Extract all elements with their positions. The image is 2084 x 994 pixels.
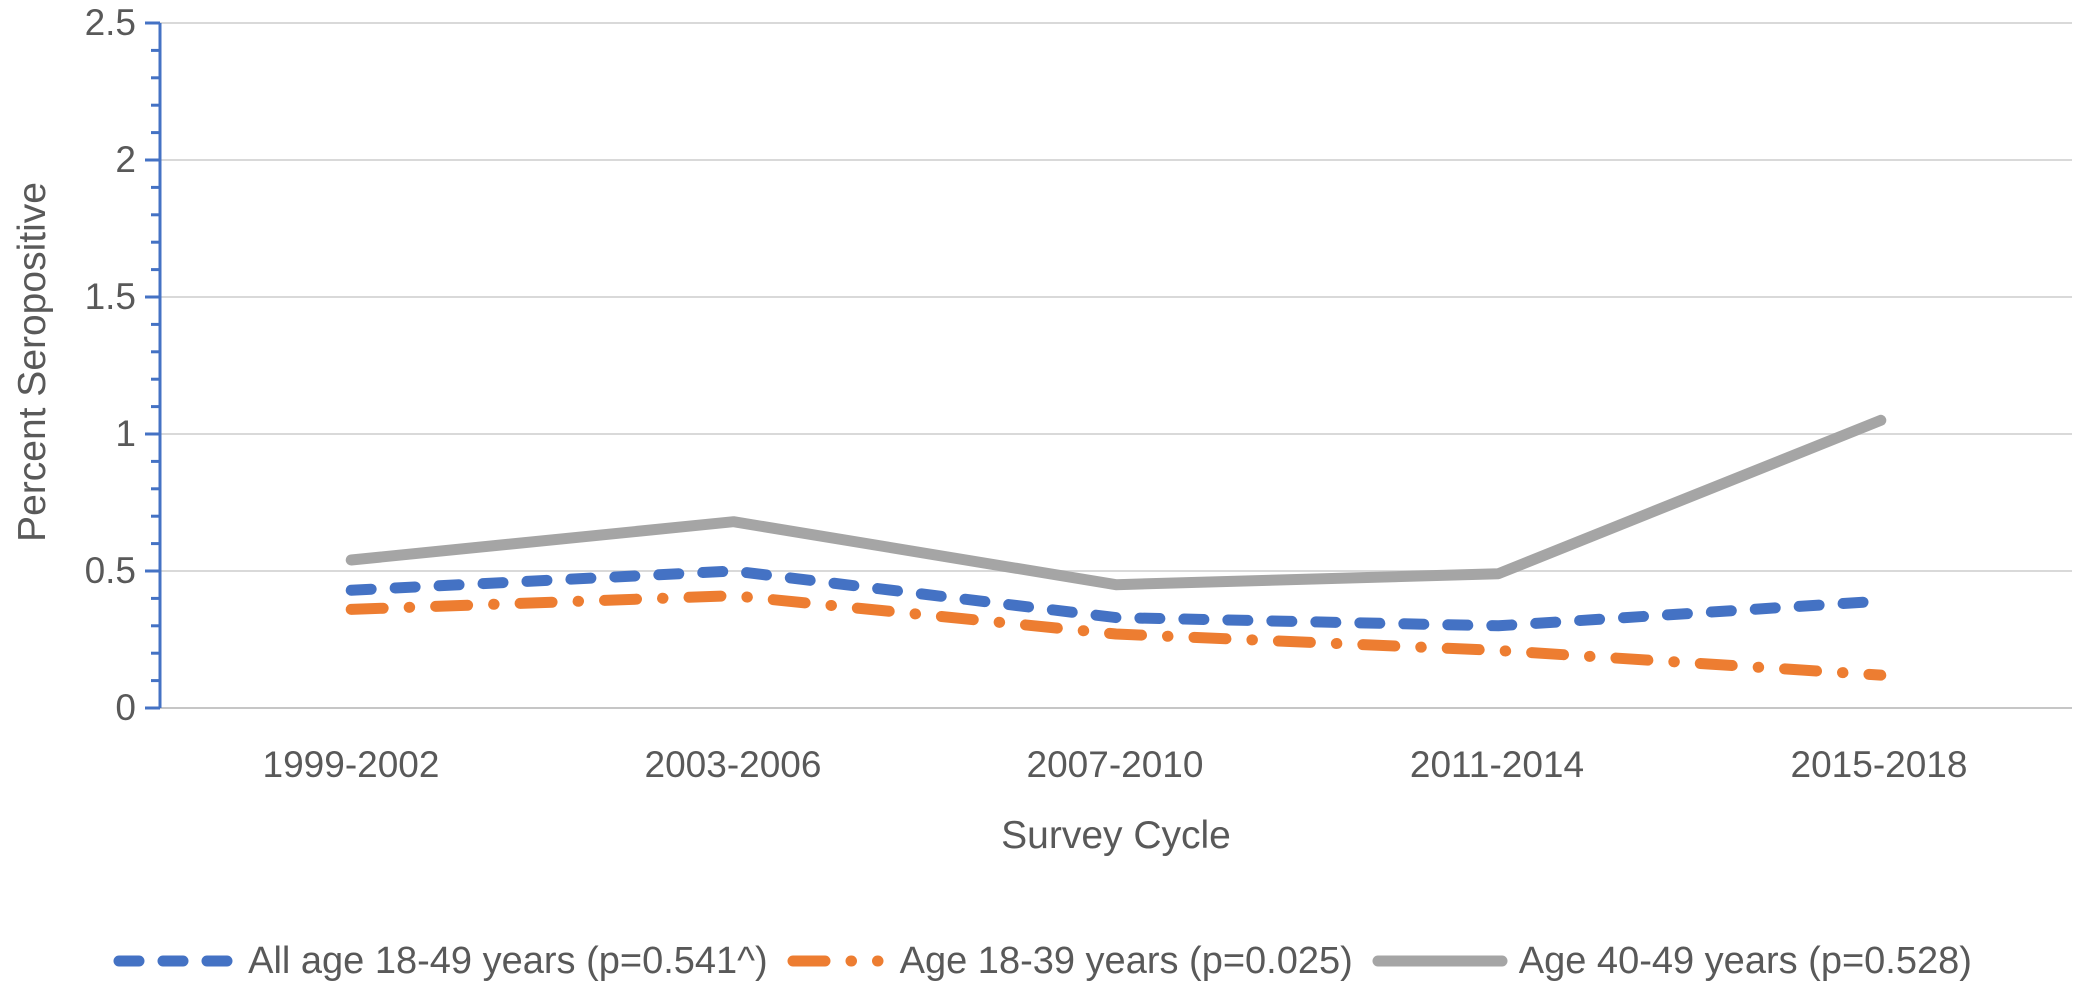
legend: All age 18-49 years (p=0.541^) Age 18-39… bbox=[0, 936, 2084, 986]
legend-dashed-line-icon bbox=[113, 955, 237, 967]
legend-solid-line-icon bbox=[1372, 955, 1508, 967]
x-tick-label: 2011-2014 bbox=[1409, 744, 1585, 785]
x-tick-label: 2015-2018 bbox=[1790, 744, 1968, 785]
legend-item-age-18-39: Age 18-39 years (p=0.025) bbox=[786, 936, 1353, 986]
y-tick-label: 2 bbox=[115, 139, 136, 180]
legend-label: Age 18-39 years (p=0.025) bbox=[899, 940, 1353, 982]
legend-dash-dot-line-icon bbox=[787, 955, 884, 967]
legend-item-all-age-18-49: All age 18-49 years (p=0.541^) bbox=[112, 936, 768, 986]
y-tick-label: 1.5 bbox=[84, 276, 136, 317]
y-tick-label: 1 bbox=[115, 413, 136, 454]
y-tick-label: 2.5 bbox=[84, 2, 136, 43]
y-axis-title: Percent Seropositive bbox=[11, 182, 54, 542]
y-tick-label: 0.5 bbox=[84, 550, 136, 591]
legend-item-age-40-49: Age 40-49 years (p=0.528) bbox=[1371, 936, 1972, 986]
legend-label: All age 18-49 years (p=0.541^) bbox=[248, 940, 768, 982]
y-tick-label: 0 bbox=[115, 687, 136, 728]
legend-label: Age 40-49 years (p=0.528) bbox=[1518, 940, 1972, 982]
x-axis-title: Survey Cycle bbox=[1001, 814, 1231, 857]
x-tick-label: 1999-2002 bbox=[262, 744, 440, 785]
x-tick-label: 2007-2010 bbox=[1026, 744, 1204, 785]
x-tick-label: 2003-2006 bbox=[644, 744, 822, 785]
